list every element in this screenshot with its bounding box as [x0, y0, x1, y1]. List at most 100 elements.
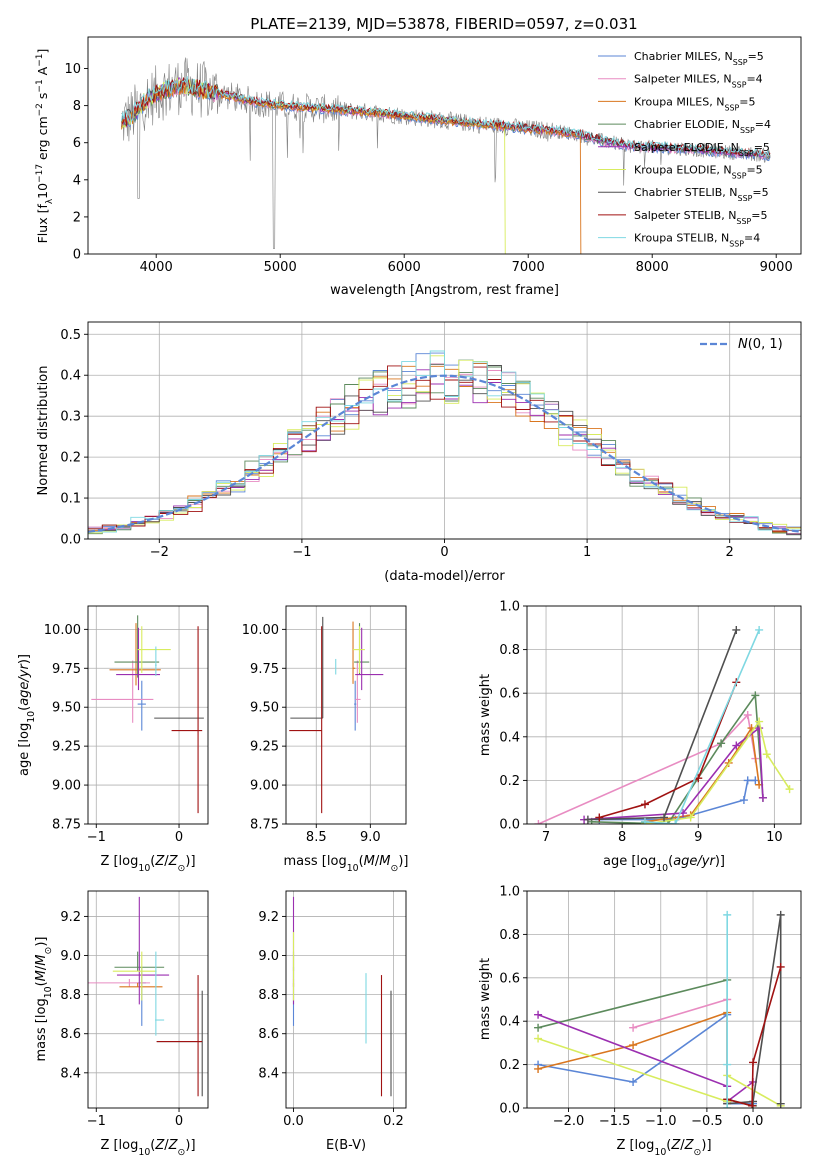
- weight-marker: [776, 910, 785, 919]
- y-tick-label: 9.0: [60, 949, 81, 964]
- x-tick-label: 9: [694, 830, 702, 845]
- x-tick-label: −1: [87, 1114, 106, 1129]
- x-tick-label: −2: [150, 545, 169, 560]
- x-axis-label: mass [log10(M/M⊙)]: [284, 854, 409, 874]
- x-tick-label: 2: [726, 545, 734, 560]
- axes-weight-vs-z: −2.0 −1.5 −1.0 −0.5 0.0 0.0 0.2 0.4 0.6 0.8 1.0 Z […: [478, 885, 802, 1158]
- weight-marker: [762, 750, 771, 759]
- plot-area-age-vs-mass: [289, 616, 384, 814]
- y-tick-label: 0.4: [499, 730, 520, 745]
- y-tick-label: 10.00: [44, 623, 81, 638]
- weight-marker: [640, 817, 649, 824]
- weight-marker: [723, 1104, 732, 1108]
- legend-entry: Chabrier STELIB, NSSP=5: [634, 186, 769, 203]
- plot-area-age-vs-z: [91, 615, 204, 814]
- weight-marker: [755, 625, 764, 634]
- y-tick-label: 9.2: [60, 910, 81, 925]
- grid-age-vs-mass: [286, 606, 406, 825]
- y-axis-label: Normed distribution: [36, 366, 51, 496]
- weight-series-line: [538, 713, 757, 824]
- y-tick-label: 9.75: [250, 662, 279, 677]
- y-tick-label: 0: [73, 248, 81, 263]
- weight-marker: [640, 800, 649, 809]
- frame-mass-vs-ebv: 0.0 0.2 8.4 8.6 8.8 9.0 9.2 E(B-V): [258, 890, 407, 1153]
- y-tick-label: 0.0: [60, 533, 81, 548]
- y-tick-label: 9.0: [258, 949, 279, 964]
- x-tick-label: 9000: [760, 260, 793, 275]
- weight-marker: [751, 691, 760, 700]
- weight-marker: [743, 711, 752, 719]
- x-tick-label: 0.2: [383, 1114, 404, 1129]
- y-axis-label: mass weight: [478, 958, 493, 1040]
- weight-marker: [785, 785, 794, 794]
- weight-marker: [776, 962, 785, 971]
- y-axis-label: Flux [fλ10−17 erg cm−2 s−1 A−1]: [35, 49, 55, 244]
- y-tick-label: 2: [73, 210, 81, 225]
- legend-entry: Chabrier ELODIE, NSSP=4: [634, 118, 771, 135]
- x-tick-label: −1.5: [599, 1114, 631, 1129]
- grid-mass-vs-z: [88, 891, 208, 1108]
- weight-marker: [749, 1058, 758, 1067]
- axes-frame: [87, 36, 802, 255]
- axes-frame: [285, 890, 407, 1109]
- y-axis-label: mass [log10(M/M⊙)]: [34, 937, 54, 1062]
- y-tick-label: 1.0: [499, 600, 520, 615]
- y-tick-label: 0.6: [499, 971, 520, 986]
- y-tick-label: 8.8: [60, 988, 81, 1003]
- weight-marker: [534, 1010, 543, 1019]
- y-tick-label: 9.00: [52, 779, 81, 794]
- weight-series-line: [726, 966, 782, 1107]
- y-tick-label: 8.75: [250, 818, 279, 833]
- weight-marker: [595, 813, 604, 822]
- plot-area-mass-vs-ebv: [292, 896, 392, 1097]
- model-spectrum-line: [121, 77, 506, 254]
- axes-frame: [526, 890, 802, 1109]
- y-tick-label: 0.0: [499, 1102, 520, 1117]
- legend-entry: Kroupa STELIB, NSSP=4: [634, 232, 760, 249]
- y-tick-label: 10.00: [242, 623, 279, 638]
- x-axis-label: E(B-V): [326, 1138, 366, 1153]
- x-axis-label: Z [log10(Z/Z⊙)]: [100, 854, 195, 874]
- x-tick-label: −1.0: [645, 1114, 677, 1129]
- axes-age-vs-z: −1 0 8.75 9.00 9.25 9.50 9.75 10.00 Z [log10(Z/Z…: [17, 605, 209, 874]
- y-tick-label: 0.2: [499, 1058, 520, 1073]
- weight-marker: [660, 813, 668, 822]
- weight-marker: [776, 1099, 785, 1108]
- axes-mass-vs-z: −1 0 8.4 8.6 8.8 9.0 9.2 Z [log10(Z/Z⊙)] mass [l…: [34, 890, 209, 1158]
- weight-marker: [534, 820, 543, 824]
- legend-entry: Salpeter ELODIE, NSSP=5: [634, 141, 770, 158]
- axes-spectrum: 4000 5000 6000 7000 8000 9000 0 2 4 6 8 10 Chabrier …: [35, 36, 802, 298]
- frame-age-vs-mass: 8.5 9.0 8.75 9.00 9.25 9.50 9.75 10.00 mass [log…: [242, 605, 409, 874]
- x-tick-label: 0: [440, 545, 448, 560]
- weight-marker: [755, 717, 764, 726]
- legend-entry: Chabrier MILES, NSSP=5: [634, 50, 764, 67]
- axes-frame: [87, 605, 209, 825]
- y-tick-label: 6: [73, 136, 81, 151]
- weight-marker: [717, 739, 726, 748]
- y-tick-label: 1.0: [499, 885, 520, 900]
- weight-marker: [732, 625, 741, 634]
- x-axis-label: wavelength [Angstrom, rest frame]: [330, 283, 559, 298]
- y-tick-label: 9.2: [258, 910, 279, 925]
- x-tick-label: 0.0: [283, 1114, 304, 1129]
- y-tick-label: 8.75: [52, 818, 81, 833]
- y-tick-label: 9.25: [250, 740, 279, 755]
- x-tick-label: 8000: [636, 260, 669, 275]
- frame-weight-vs-age: 7 8 9 10 0.0 0.2 0.4 0.6 0.8 1.0 age [log10(age/yr…: [478, 600, 802, 874]
- legend-entry: N(0, 1): [738, 337, 783, 352]
- axes-mass-vs-ebv: 0.0 0.2 8.4 8.6 8.8 9.0 9.2 E(B-V): [258, 890, 407, 1153]
- weight-marker: [629, 1023, 638, 1032]
- weight-marker: [534, 1064, 543, 1073]
- axes-weight-vs-age: 7 8 9 10 0.0 0.2 0.4 0.6 0.8 1.0 age [log10(age/yr…: [478, 600, 802, 874]
- model-spectrum-line: [121, 76, 771, 158]
- y-tick-label: 0.4: [499, 1015, 520, 1030]
- x-axis-label: Z [log10(Z/Z⊙)]: [616, 1138, 711, 1158]
- legend-entry: Kroupa ELODIE, NSSP=5: [634, 164, 763, 181]
- axes-frame: [87, 890, 209, 1109]
- y-tick-label: 8.6: [60, 1027, 81, 1042]
- weight-marker: [671, 820, 680, 824]
- x-tick-label: −1: [292, 545, 311, 560]
- plot-area-mass-vs-z: [88, 896, 203, 1097]
- y-tick-label: 0.2: [499, 774, 520, 789]
- y-tick-label: 9.50: [52, 701, 81, 716]
